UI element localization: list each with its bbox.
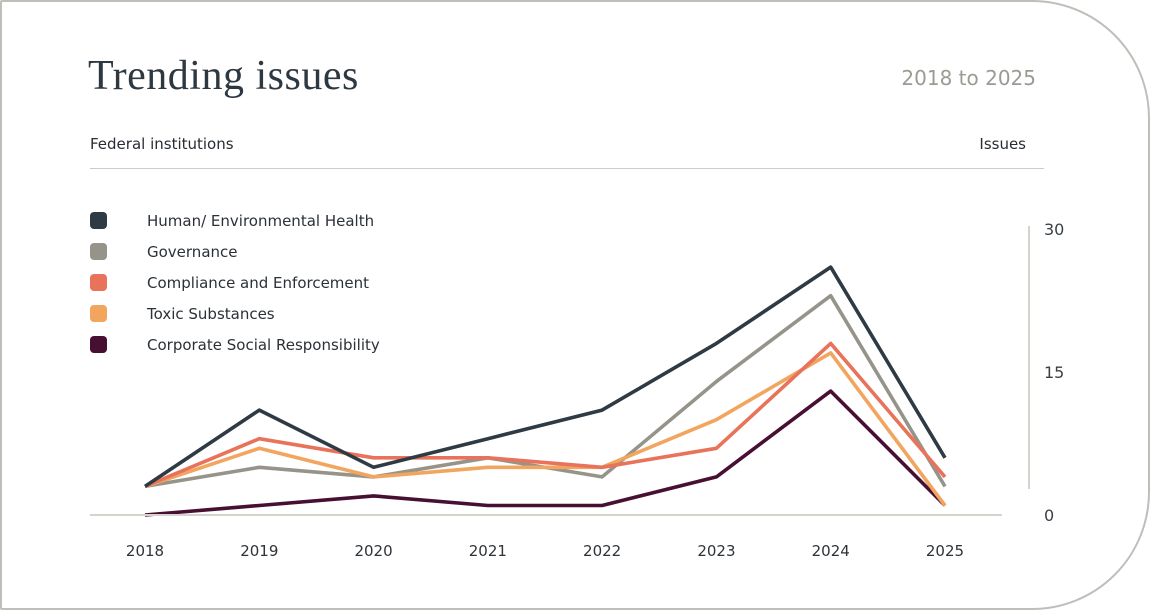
legend-label: Corporate Social Responsibility bbox=[147, 335, 380, 354]
legend-label: Toxic Substances bbox=[147, 304, 275, 323]
header-divider bbox=[90, 168, 1044, 169]
x-tick-2022: 2022 bbox=[583, 542, 622, 560]
series-line-corporate-social-responsibility bbox=[144, 389, 947, 517]
legend-label: Human/ Environmental Health bbox=[147, 211, 375, 230]
x-tick-2024: 2024 bbox=[811, 542, 850, 560]
x-tick-2020: 2020 bbox=[354, 542, 393, 560]
legend-swatch-icon bbox=[90, 305, 107, 322]
legend-swatch-icon bbox=[90, 274, 107, 291]
y-tick-30: 30 bbox=[1044, 220, 1065, 239]
y-axis-title: Issues bbox=[979, 135, 1026, 153]
x-tick-2018: 2018 bbox=[125, 542, 165, 560]
x-tick-2019: 2019 bbox=[240, 542, 279, 560]
legend-item-human-environmental-health[interactable]: Human/ Environmental Health bbox=[90, 205, 380, 236]
legend-item-compliance-and-enforcement[interactable]: Compliance and Enforcement bbox=[90, 267, 380, 298]
x-tick-2025: 2025 bbox=[925, 542, 965, 560]
y-tick-0: 0 bbox=[1044, 506, 1055, 525]
x-axis-title: Federal institutions bbox=[90, 135, 234, 153]
series-line-toxic-substances bbox=[144, 351, 947, 507]
date-range: 2018 to 2025 bbox=[901, 66, 1036, 90]
y-axis-line bbox=[1028, 226, 1030, 489]
legend-item-toxic-substances[interactable]: Toxic Substances bbox=[90, 298, 380, 329]
x-tick-2023: 2023 bbox=[697, 542, 736, 560]
legend-item-governance[interactable]: Governance bbox=[90, 236, 380, 267]
y-tick-15: 15 bbox=[1044, 363, 1065, 382]
legend-item-corporate-social-responsibility[interactable]: Corporate Social Responsibility bbox=[90, 329, 380, 360]
page-title: Trending issues bbox=[88, 53, 359, 99]
series-line-compliance-and-enforcement bbox=[144, 341, 947, 489]
legend-label: Governance bbox=[147, 242, 238, 261]
legend-swatch-icon bbox=[90, 243, 107, 260]
chart-legend: Human/ Environmental Health Governance Com… bbox=[90, 205, 380, 360]
x-axis-line bbox=[90, 514, 1002, 516]
x-tick-2021: 2021 bbox=[468, 542, 507, 560]
legend-label: Compliance and Enforcement bbox=[147, 273, 370, 292]
legend-swatch-icon bbox=[90, 212, 107, 229]
legend-swatch-icon bbox=[90, 336, 107, 353]
